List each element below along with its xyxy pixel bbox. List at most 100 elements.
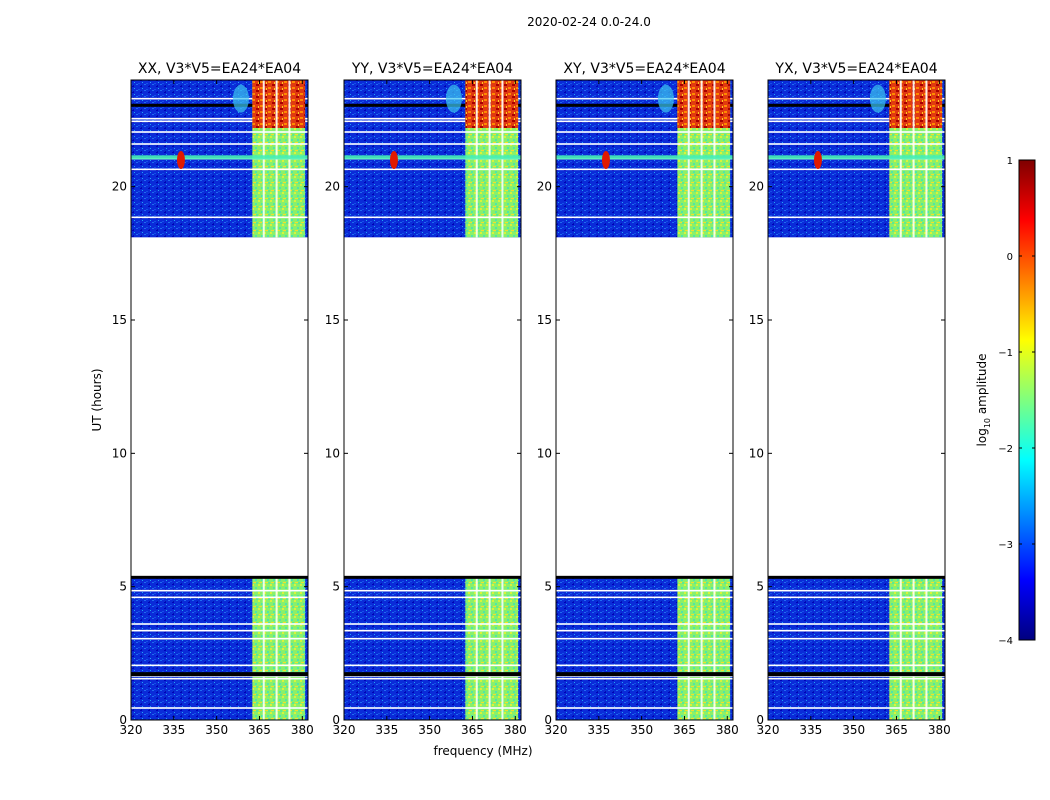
flagged-row <box>768 629 945 632</box>
flagged-row <box>556 97 733 100</box>
flagged-row <box>556 589 733 592</box>
x-tick-label: 350 <box>418 723 441 737</box>
flagged-row <box>344 623 521 625</box>
flagged-row <box>768 117 945 120</box>
x-tick-label: 365 <box>673 723 696 737</box>
channel-gap <box>687 80 690 128</box>
flagged-row <box>344 677 521 680</box>
x-tick-label: 335 <box>375 723 398 737</box>
flagged-row <box>556 677 733 680</box>
channel-gap <box>501 576 504 720</box>
flagged-row <box>344 589 521 592</box>
flagged-row <box>131 120 308 123</box>
flagged-row <box>556 168 733 171</box>
y-tick-label: 5 <box>756 580 764 594</box>
channel-gap <box>713 80 716 128</box>
y-tick-label: 10 <box>112 446 127 460</box>
channel-gap <box>288 576 291 720</box>
flagged-row <box>768 168 945 171</box>
channel-gap <box>912 80 915 128</box>
colorbar-tick-label: 0 <box>1007 252 1013 263</box>
rfi-row <box>768 155 945 160</box>
y-tick-label: 5 <box>332 580 340 594</box>
rfi-row <box>344 155 521 160</box>
channel-gap <box>925 576 928 720</box>
flagged-row <box>131 707 308 709</box>
y-tick-label: 20 <box>537 180 552 194</box>
y-tick-label: 5 <box>544 580 552 594</box>
panel-title: XY, V3*V5=EA24*EA04 <box>563 61 725 77</box>
flagged-row <box>131 117 308 120</box>
colorbar-label: log10 amplitude <box>975 354 992 447</box>
flagged-row <box>768 589 945 592</box>
flagged-row <box>344 120 521 123</box>
flagged-row <box>768 596 945 599</box>
x-tick-label: 350 <box>205 723 228 737</box>
flagged-row <box>131 596 308 599</box>
y-tick-label: 0 <box>119 713 127 727</box>
gap-row <box>556 672 733 677</box>
flagged-row <box>131 677 308 680</box>
x-tick-label: 335 <box>162 723 185 737</box>
channel-gap <box>488 576 491 720</box>
channel-gap <box>501 80 504 128</box>
channel-gap <box>262 80 265 128</box>
flagged-row <box>768 637 945 640</box>
colorbar-tick-label: −2 <box>998 444 1013 455</box>
rfi-glow <box>657 84 674 113</box>
channel-gap <box>899 80 902 128</box>
gap-row <box>131 103 308 107</box>
flagged-row <box>556 117 733 120</box>
gap-row <box>768 575 945 579</box>
channel-gap <box>475 80 478 128</box>
flagged-row <box>131 168 308 171</box>
channel-gap <box>700 80 703 128</box>
channel-gap <box>275 80 278 128</box>
colorbar-gradient <box>1018 159 1036 641</box>
rfi-glow <box>869 84 886 113</box>
colorbar-label-sub: 10 <box>983 418 992 428</box>
gap-row <box>344 103 521 107</box>
flagged-row <box>131 97 308 100</box>
colorbar-tick-label: −3 <box>998 540 1013 551</box>
x-tick-label: 350 <box>630 723 653 737</box>
x-tick-label: 380 <box>291 723 314 737</box>
y-tick-label: 15 <box>537 313 552 327</box>
flagged-row <box>131 216 308 219</box>
flagged-row <box>768 120 945 123</box>
flagged-row <box>344 131 521 133</box>
channel-gap <box>475 576 478 720</box>
gap-row <box>344 672 521 677</box>
y-tick-label: 0 <box>756 713 764 727</box>
y-tick-label: 20 <box>749 180 764 194</box>
flagged-row <box>131 623 308 625</box>
panel-title: XX, V3*V5=EA24*EA04 <box>138 61 301 77</box>
x-tick-label: 320 <box>757 723 780 737</box>
flagged-row <box>344 596 521 599</box>
x-tick-label: 380 <box>716 723 739 737</box>
y-tick-label: 20 <box>112 180 127 194</box>
flagged-row <box>131 131 308 133</box>
panel-yy: YY, V3*V5=EA24*EA04 320 335 350 365 380 0 5 10 15… <box>325 61 527 737</box>
rfi-spot <box>176 151 185 169</box>
panel-xy: XY, V3*V5=EA24*EA04 320 335 350 365 380 0 5 10 15… <box>537 61 739 737</box>
flagged-row <box>344 168 521 171</box>
y-tick-label: 5 <box>119 580 127 594</box>
flagged-row <box>768 664 945 667</box>
flagged-row <box>556 596 733 599</box>
panel-frame <box>555 79 734 721</box>
gap-row <box>768 103 945 107</box>
rfi-hot-block <box>465 80 519 128</box>
waterfall-rfi-band <box>252 576 306 720</box>
x-tick-label: 365 <box>248 723 271 737</box>
rfi-hot-block <box>677 80 731 128</box>
channel-gap <box>899 576 902 720</box>
rfi-spot <box>389 151 398 169</box>
x-tick-label: 320 <box>545 723 568 737</box>
colorbar-tick-label: 1 <box>1007 156 1013 167</box>
x-tick-label: 335 <box>799 723 822 737</box>
panel-title: YY, V3*V5=EA24*EA04 <box>351 61 513 77</box>
channel-gap <box>713 576 716 720</box>
y-tick-label: 15 <box>325 313 340 327</box>
y-tick-label: 0 <box>544 713 552 727</box>
